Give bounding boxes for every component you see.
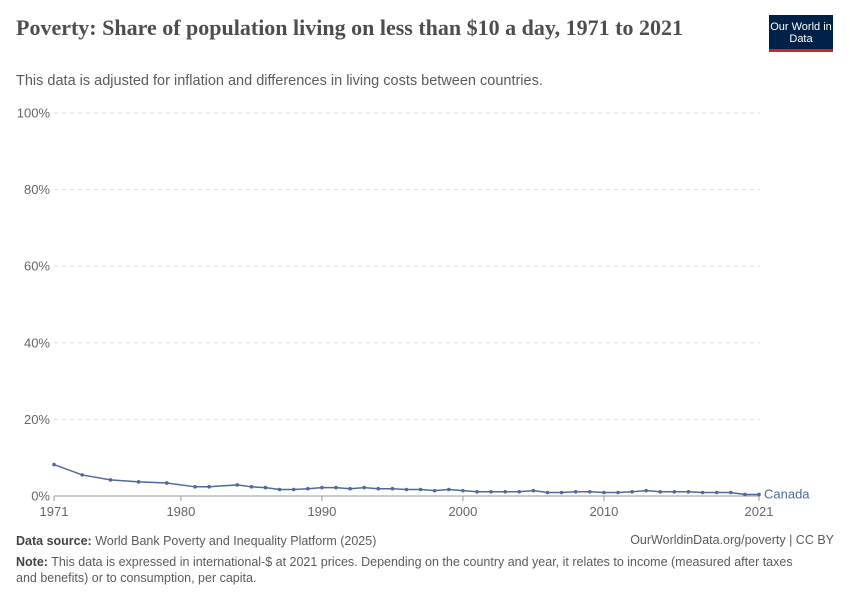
- data-point: [235, 483, 240, 487]
- data-point: [404, 487, 409, 492]
- data-point: [334, 485, 338, 490]
- y-tick-label: 20%: [24, 412, 50, 427]
- data-point: [517, 489, 522, 494]
- x-tick-label: 2021: [745, 504, 774, 519]
- y-tick-label: 0%: [31, 489, 50, 504]
- data-source: Data source: World Bank Poverty and Ineq…: [16, 533, 376, 549]
- data-point: [644, 488, 648, 493]
- credit-link[interactable]: OurWorldinData.org/poverty | CC BY: [630, 533, 834, 547]
- data-point: [686, 489, 691, 494]
- source-text[interactable]: World Bank Poverty and Inequality Platfo…: [95, 534, 377, 548]
- x-tick-label: 1971: [40, 504, 69, 519]
- y-tick-label: 40%: [24, 335, 50, 350]
- data-point: [418, 487, 423, 492]
- data-point: [475, 489, 479, 494]
- data-point: [559, 490, 564, 495]
- note-label: Note:: [16, 555, 48, 569]
- data-point: [729, 490, 733, 495]
- data-point: [165, 481, 169, 485]
- data-point: [52, 462, 56, 467]
- data-point: [545, 490, 550, 495]
- data-point: [108, 478, 113, 482]
- data-point: [80, 473, 84, 477]
- source-label: Data source:: [16, 534, 92, 548]
- data-point: [348, 486, 352, 491]
- data-point: [757, 492, 761, 497]
- series-label: Canada: [764, 486, 810, 501]
- data-point: [249, 485, 254, 489]
- data-point: [658, 489, 663, 494]
- x-tick-label: 2000: [448, 504, 477, 519]
- data-point: [714, 490, 719, 495]
- data-point: [630, 489, 634, 494]
- y-tick-label: 100%: [17, 106, 51, 121]
- data-point: [320, 485, 324, 490]
- data-point: [136, 480, 141, 484]
- data-point: [573, 489, 578, 494]
- data-point: [461, 488, 465, 493]
- data-point: [447, 487, 451, 492]
- data-point: [503, 489, 508, 494]
- data-point: [390, 486, 395, 491]
- x-tick-label: 2010: [589, 504, 618, 519]
- data-point: [588, 489, 592, 494]
- data-point: [362, 485, 367, 490]
- data-point: [432, 488, 437, 493]
- data-point: [700, 490, 705, 495]
- chart-note: Note: This data is expressed in internat…: [16, 554, 816, 586]
- y-tick-label: 80%: [24, 182, 50, 197]
- data-point: [306, 486, 310, 491]
- data-point: [743, 492, 747, 497]
- data-point: [193, 485, 197, 489]
- y-tick-label: 60%: [24, 259, 50, 274]
- data-point: [207, 485, 211, 489]
- chart-subtitle: This data is adjusted for inflation and …: [16, 73, 543, 89]
- owid-logo[interactable]: Our World in Data: [769, 15, 833, 52]
- data-point: [602, 490, 606, 495]
- data-point: [531, 488, 536, 493]
- x-tick-label: 1990: [307, 504, 336, 519]
- note-text: This data is expressed in international-…: [16, 555, 793, 585]
- data-point: [263, 485, 268, 490]
- data-point: [616, 490, 620, 495]
- x-tick-label: 1980: [166, 504, 195, 519]
- data-point: [489, 489, 493, 494]
- data-point: [672, 489, 677, 494]
- chart-title: Poverty: Share of population living on l…: [16, 15, 683, 40]
- data-point: [291, 487, 296, 492]
- data-point: [376, 486, 381, 491]
- data-point: [277, 487, 282, 492]
